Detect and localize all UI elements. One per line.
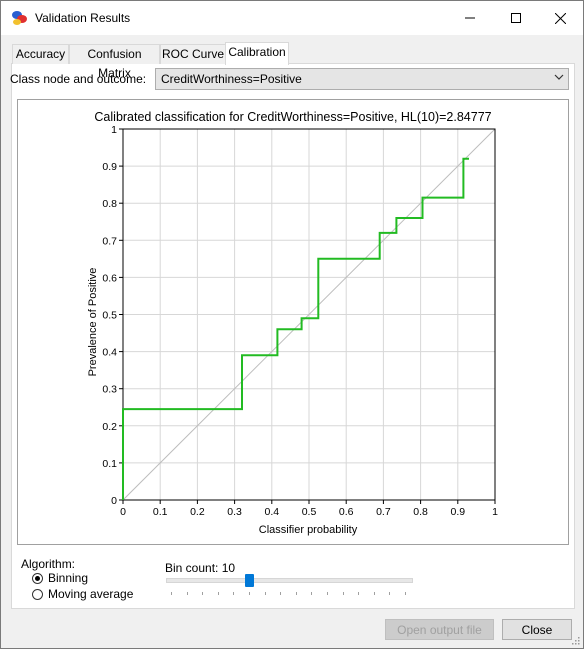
- slider-tick: [389, 592, 391, 595]
- slider-tick: [358, 592, 360, 595]
- close-button[interactable]: Close: [502, 619, 572, 640]
- x-tick-label: 0.4: [264, 506, 279, 518]
- slider-tick: [264, 592, 266, 595]
- tab-confusion-matrix[interactable]: Confusion Matrix: [69, 44, 160, 80]
- slider-tick: [405, 592, 406, 595]
- moving-average-radio[interactable]: Moving average: [32, 586, 133, 602]
- x-tick-label: 1: [492, 506, 498, 518]
- bin-count-slider-track[interactable]: [166, 578, 413, 583]
- x-tick-label: 0.1: [153, 506, 168, 518]
- y-tick-label: 0.6: [102, 272, 117, 284]
- calibration-chart-frame: Calibrated classification for CreditWort…: [17, 99, 569, 545]
- tab-label: Calibration: [228, 45, 286, 59]
- x-tick-label: 0.7: [376, 506, 391, 518]
- y-tick-label: 1: [111, 124, 117, 136]
- x-axis-label: Classifier probability: [259, 524, 358, 536]
- chevron-down-icon: [554, 74, 564, 80]
- close-icon: [554, 12, 566, 24]
- x-tick-label: 0.5: [302, 506, 317, 518]
- title-bar[interactable]: Validation Results: [1, 1, 583, 35]
- slider-tick: [311, 592, 313, 595]
- y-tick-label: 0.8: [102, 198, 117, 210]
- class-node-label: Class node and outcome:: [10, 72, 147, 86]
- tab-accuracy[interactable]: Accuracy: [12, 44, 69, 64]
- perfect-calibration-diagonal: [122, 128, 496, 501]
- open-output-file-button[interactable]: Open output file: [385, 619, 494, 640]
- tab-label: Confusion Matrix: [87, 47, 142, 80]
- slider-tick: [233, 592, 235, 595]
- algorithm-label: Algorithm:: [21, 557, 76, 571]
- x-tick-label: 0.8: [413, 506, 428, 518]
- slider-tick: [217, 592, 219, 595]
- y-tick-label: 0.1: [102, 458, 117, 470]
- class-node-value: CreditWorthiness=Positive: [161, 72, 302, 86]
- slider-tick: [280, 592, 282, 595]
- x-tick-label: 0.3: [227, 506, 242, 518]
- tab-label: ROC Curve: [161, 47, 224, 61]
- tab-label: Accuracy: [15, 47, 66, 61]
- y-tick-label: 0.3: [102, 384, 117, 396]
- slider-tick: [295, 592, 297, 595]
- x-tick-label: 0: [120, 506, 126, 518]
- tab-roc-curve[interactable]: ROC Curve: [160, 44, 226, 64]
- close-window-button[interactable]: [537, 1, 583, 35]
- slider-tick: [249, 592, 250, 595]
- slider-tick: [202, 592, 204, 595]
- class-node-select[interactable]: CreditWorthiness=Positive: [155, 68, 569, 90]
- radio-label: Binning: [48, 571, 89, 585]
- minimize-button[interactable]: [447, 1, 493, 35]
- calibration-chart: Calibrated classification for CreditWort…: [87, 110, 498, 536]
- slider-tick: [171, 592, 172, 595]
- calibration-curve: [122, 157, 469, 500]
- binning-radio[interactable]: Binning: [32, 570, 88, 586]
- x-tick-label: 0.6: [339, 506, 354, 518]
- radio-label: Moving average: [48, 587, 134, 601]
- slider-tick: [342, 592, 344, 595]
- minimize-icon: [465, 17, 475, 19]
- window-title: Validation Results: [35, 11, 131, 25]
- app-icon: [12, 11, 27, 25]
- radio-indicator: [32, 572, 43, 584]
- resize-grip-icon[interactable]: [570, 635, 580, 645]
- maximize-icon: [511, 13, 521, 23]
- x-tick-label: 0.9: [450, 506, 465, 518]
- y-axis-label: Prevalence of Positive: [87, 268, 99, 377]
- slider-tick: [327, 592, 328, 595]
- y-tick-label: 0.5: [102, 310, 117, 322]
- y-tick-label: 0.2: [102, 421, 117, 433]
- y-tick-label: 0.9: [102, 161, 117, 173]
- slider-tick: [186, 592, 188, 595]
- slider-tick: [373, 592, 375, 595]
- bin-count-slider-thumb[interactable]: [245, 574, 254, 587]
- y-tick-label: 0.7: [102, 235, 117, 247]
- maximize-button[interactable]: [493, 1, 539, 35]
- tab-calibration[interactable]: Calibration: [225, 42, 289, 65]
- y-tick-label: 0.4: [102, 347, 117, 359]
- bin-count-label: Bin count: 10: [165, 561, 236, 575]
- x-tick-label: 0.2: [190, 506, 205, 518]
- radio-indicator: [32, 588, 43, 600]
- y-tick-label: 0: [111, 495, 117, 507]
- chart-title: Calibrated classification for CreditWort…: [94, 110, 491, 124]
